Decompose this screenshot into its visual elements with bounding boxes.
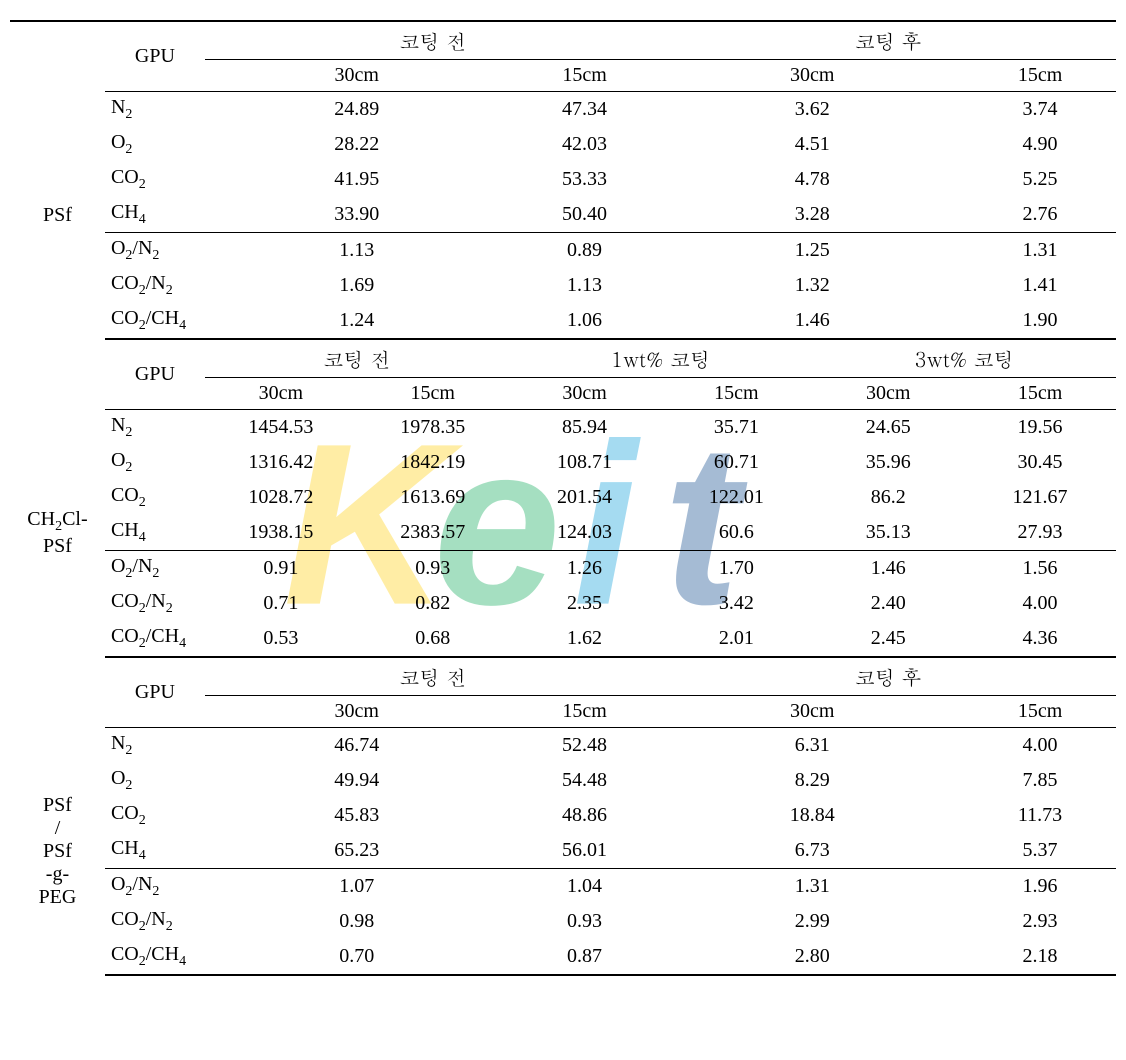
table-row: CH433.9050.403.282.76 xyxy=(10,197,1116,233)
table-row: O2/N21.130.891.251.31 xyxy=(10,233,1116,269)
block-label: CH2Cl-PSf xyxy=(10,410,105,658)
table-row: PSf/PSf-g-PEGN246.7452.486.314.00 xyxy=(10,728,1116,764)
table-row: CO2/N20.980.932.992.93 xyxy=(10,904,1116,939)
table-row: O2/N21.071.041.311.96 xyxy=(10,869,1116,905)
table-row: CO245.8348.8618.8411.73 xyxy=(10,798,1116,833)
table-row: CH2Cl-PSfN21454.531978.3585.9435.7124.65… xyxy=(10,410,1116,446)
table-row: O249.9454.488.297.85 xyxy=(10,763,1116,798)
table-row: CO2/CH40.700.872.802.18 xyxy=(10,939,1116,975)
table-row: PSfN224.8947.343.623.74 xyxy=(10,92,1116,128)
table-row: CO2/CH40.530.681.622.012.454.36 xyxy=(10,621,1116,657)
table-row: CH41938.152383.57124.0360.635.1327.93 xyxy=(10,515,1116,551)
table-row: CO2/N20.710.822.353.422.404.00 xyxy=(10,586,1116,621)
data-table: GPU코팅 전코팅 후30cm15cm30cm15cmPSfN224.8947.… xyxy=(10,20,1116,976)
table-row: CO2/N21.691.131.321.41 xyxy=(10,268,1116,303)
table-row: CO241.9553.334.785.25 xyxy=(10,162,1116,197)
table-row: O228.2242.034.514.90 xyxy=(10,127,1116,162)
table-row: O21316.421842.19108.7160.7135.9630.45 xyxy=(10,445,1116,480)
header-row: GPU코팅 전코팅 후 xyxy=(10,21,1116,60)
header-row: GPU코팅 전1wt% 코팅3wt% 코팅 xyxy=(10,339,1116,378)
table-row: O2/N20.910.931.261.701.461.56 xyxy=(10,551,1116,587)
block-label: PSf/PSf-g-PEG xyxy=(10,728,105,976)
table-row: CH465.2356.016.735.37 xyxy=(10,833,1116,869)
header-row: GPU코팅 전코팅 후 xyxy=(10,657,1116,696)
block-label: PSf xyxy=(10,92,105,340)
table-row: CO21028.721613.69201.54122.0186.2121.67 xyxy=(10,480,1116,515)
table-row: CO2/CH41.241.061.461.90 xyxy=(10,303,1116,339)
